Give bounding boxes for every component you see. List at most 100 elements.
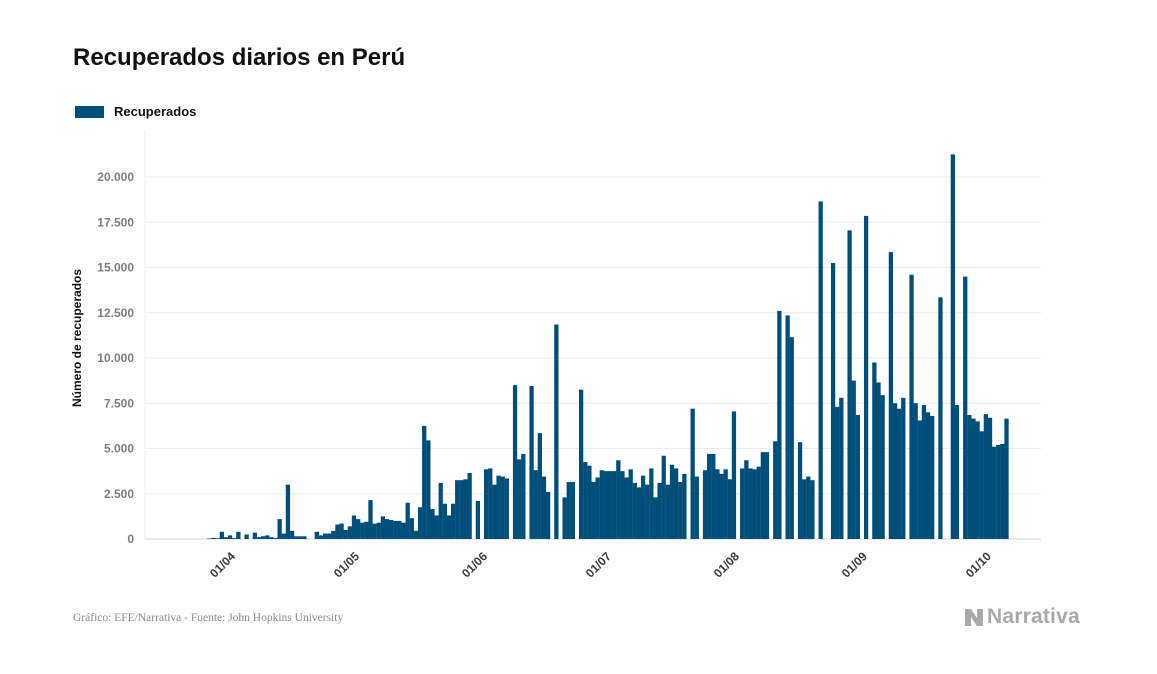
bar bbox=[521, 453, 526, 539]
brand-name: Narrativa bbox=[987, 605, 1080, 628]
x-tick-label: 01/06 bbox=[459, 549, 490, 580]
bar bbox=[500, 476, 505, 539]
bar bbox=[256, 537, 262, 539]
bar bbox=[901, 397, 906, 539]
bar bbox=[971, 418, 976, 539]
legend: Recuperados bbox=[75, 104, 196, 119]
y-tick-label: 20.000 bbox=[97, 170, 134, 184]
chart-title: Recuperados diarios en Perú bbox=[73, 44, 406, 71]
bar bbox=[855, 415, 860, 539]
bar bbox=[409, 518, 414, 539]
bar bbox=[587, 465, 592, 539]
bar bbox=[897, 408, 902, 539]
bar bbox=[413, 530, 419, 539]
bar bbox=[562, 497, 567, 539]
bar bbox=[752, 469, 757, 539]
bar bbox=[851, 380, 856, 540]
bar bbox=[678, 481, 683, 539]
bar bbox=[529, 386, 534, 539]
bar bbox=[384, 519, 390, 539]
bar bbox=[219, 531, 224, 539]
bar bbox=[711, 453, 716, 539]
bar bbox=[983, 414, 989, 539]
bar bbox=[376, 522, 381, 539]
bar bbox=[355, 519, 361, 539]
bar bbox=[417, 507, 423, 539]
bar bbox=[360, 522, 365, 539]
bar bbox=[277, 519, 282, 539]
bars bbox=[207, 154, 1009, 540]
bar bbox=[364, 521, 369, 539]
bar bbox=[723, 469, 728, 539]
bar bbox=[541, 476, 547, 539]
bar bbox=[909, 274, 914, 539]
bar bbox=[727, 479, 732, 539]
bar bbox=[405, 502, 410, 539]
y-tick-label: 17.500 bbox=[97, 215, 134, 229]
bar bbox=[1004, 418, 1009, 539]
x-tick-label: 01/04 bbox=[207, 549, 238, 580]
y-tick-label: 7.500 bbox=[104, 396, 134, 410]
bar bbox=[298, 536, 303, 539]
bar bbox=[777, 310, 782, 539]
bar bbox=[669, 464, 675, 539]
bar bbox=[281, 533, 286, 539]
bar bbox=[314, 531, 319, 539]
bar bbox=[872, 362, 877, 539]
bar bbox=[401, 522, 406, 539]
bar bbox=[673, 468, 679, 539]
bar bbox=[863, 215, 869, 539]
bar bbox=[504, 478, 509, 539]
bar bbox=[653, 497, 658, 539]
source-credit: Gráfico: EFE/Narrativa - Fuente: John Ho… bbox=[73, 612, 344, 624]
bar bbox=[422, 425, 427, 540]
bar bbox=[665, 484, 671, 539]
bar bbox=[979, 431, 984, 539]
bar bbox=[430, 509, 435, 539]
bar bbox=[446, 515, 452, 539]
x-tick-label: 01/10 bbox=[963, 549, 994, 580]
bar bbox=[302, 536, 307, 539]
bar bbox=[975, 421, 980, 539]
bar bbox=[554, 324, 559, 539]
bar bbox=[484, 469, 489, 539]
bar bbox=[579, 389, 584, 539]
bar bbox=[785, 315, 790, 539]
bar bbox=[285, 484, 291, 539]
y-tick-label: 2.500 bbox=[104, 487, 134, 501]
bar bbox=[719, 473, 724, 539]
bar bbox=[624, 477, 629, 539]
bar bbox=[265, 535, 270, 539]
bar bbox=[764, 452, 770, 539]
bar bbox=[450, 503, 456, 539]
bar bbox=[636, 487, 642, 539]
bar bbox=[492, 484, 497, 539]
bar bbox=[269, 537, 274, 539]
bar bbox=[682, 473, 687, 539]
bar bbox=[463, 479, 468, 539]
y-tick-label: 12.500 bbox=[97, 306, 134, 320]
bar bbox=[351, 515, 357, 539]
bar bbox=[694, 476, 699, 539]
bar bbox=[640, 475, 646, 539]
bar bbox=[789, 337, 794, 539]
narrativa-logo-icon bbox=[965, 609, 983, 626]
legend-swatch bbox=[75, 105, 104, 118]
bar bbox=[215, 538, 220, 539]
bar bbox=[690, 408, 695, 539]
bar bbox=[740, 468, 745, 539]
bar bbox=[731, 411, 737, 539]
bar bbox=[459, 480, 464, 539]
bar bbox=[987, 417, 993, 539]
bar bbox=[661, 455, 666, 539]
bar bbox=[797, 442, 803, 539]
bar bbox=[839, 397, 844, 539]
bar bbox=[925, 412, 931, 539]
bar bbox=[273, 538, 278, 539]
bar bbox=[620, 471, 625, 540]
y-tick-label: 5.000 bbox=[104, 442, 134, 456]
bar bbox=[996, 444, 1001, 539]
bar bbox=[236, 531, 241, 539]
bar bbox=[318, 535, 324, 539]
bar bbox=[888, 252, 894, 540]
